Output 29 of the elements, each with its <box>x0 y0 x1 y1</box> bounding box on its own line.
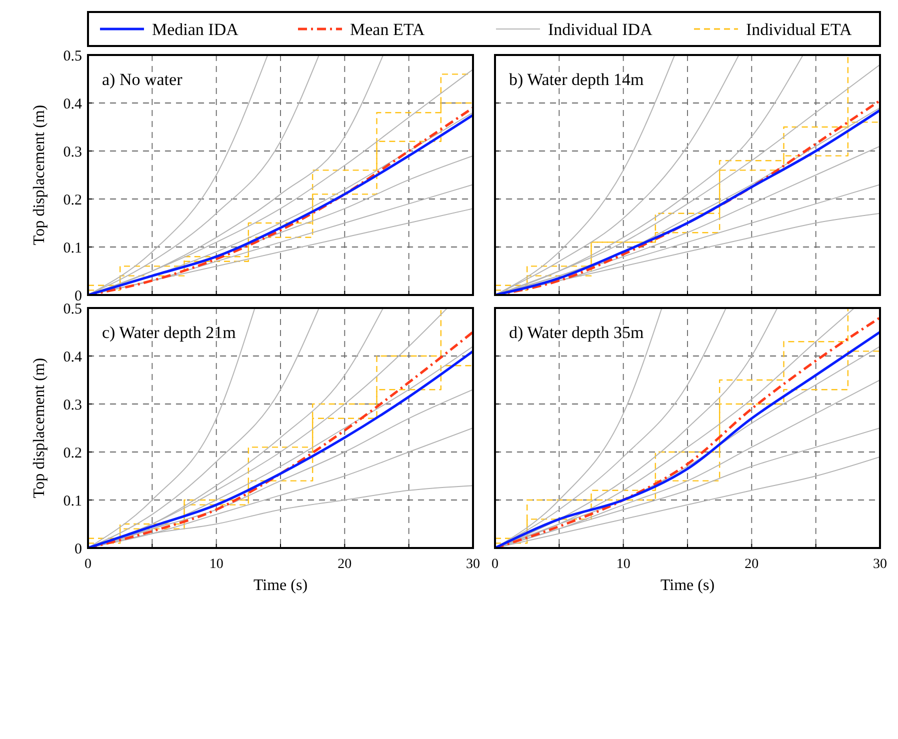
y-tick-label: 0.3 <box>63 144 82 160</box>
text: b) Water depth 14m <box>509 70 644 89</box>
x-tick-label: 10 <box>209 557 224 572</box>
y-tick-label: 0.1 <box>63 493 82 510</box>
x-tick-label: 20 <box>338 557 352 572</box>
x-axis-title: Time (s) <box>660 577 715 594</box>
y-tick-label: 0 <box>74 541 82 558</box>
y-axis-title: Top displacement (m) <box>31 358 48 498</box>
x-tick-label: 0 <box>492 557 498 572</box>
y-tick-label: 0.2 <box>63 192 82 208</box>
text: c) Water depth 21m <box>102 323 236 342</box>
y-tick-label: 0.5 <box>63 48 82 64</box>
x-tick-label: 30 <box>873 557 887 572</box>
y-tick-label: 0.2 <box>63 445 82 462</box>
y-tick-label: 0.4 <box>63 349 82 366</box>
x-axis-title: Time (s) <box>253 577 308 594</box>
y-axis-title: Top displacement (m) <box>31 104 48 246</box>
legend-label: Mean ETA <box>350 20 426 39</box>
legend-label: Individual ETA <box>746 20 853 39</box>
y-tick-label: 0.4 <box>63 96 82 112</box>
y-tick-label: 0.3 <box>63 397 82 414</box>
x-tick-label: 10 <box>616 557 630 572</box>
x-tick-label: 20 <box>744 557 759 572</box>
text: a) No water <box>102 70 183 89</box>
legend-label: Individual IDA <box>548 20 654 39</box>
x-tick-label: 30 <box>466 557 480 572</box>
legend-label: Median IDA <box>152 20 240 39</box>
text: d) Water depth 35m <box>509 323 644 342</box>
y-tick-label: 0.1 <box>63 240 82 256</box>
